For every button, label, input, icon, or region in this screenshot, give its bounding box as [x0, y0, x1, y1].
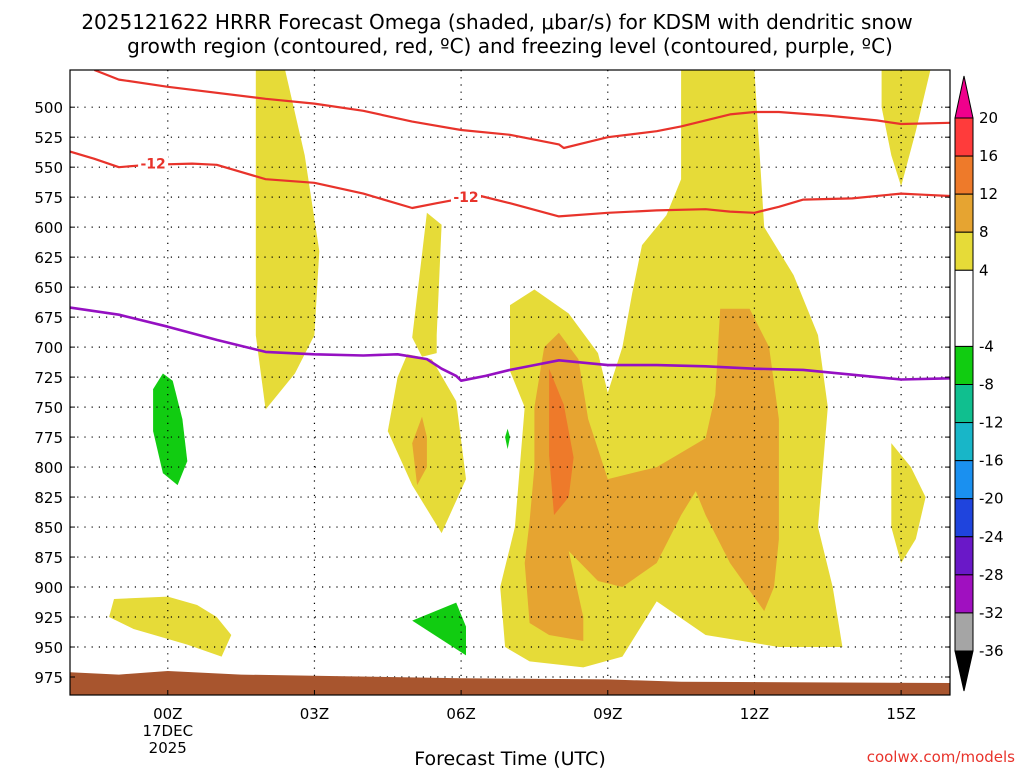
colorbar-band-4: [954, 231, 974, 271]
colorbar-band--8: [954, 345, 974, 385]
y-tick-label-675: 675: [34, 309, 63, 327]
colorbar-top-arrow: [954, 75, 974, 119]
colorbar-band--24: [954, 498, 974, 538]
y-tick-label-650: 650: [34, 279, 63, 297]
colorbar-label-16: 16: [979, 147, 998, 165]
contour-label-bg-0: [138, 154, 169, 172]
colorbar-label-12: 12: [979, 185, 998, 203]
y-tick-label-550: 550: [34, 159, 63, 177]
colorbar-label-4: 4: [979, 261, 989, 279]
omega-8-12-left: [524, 308, 779, 641]
y-tick-label-750: 750: [34, 399, 63, 417]
terrain: [70, 671, 950, 695]
red-contour-lower: [70, 150, 950, 218]
omega-8-12-center-small: [412, 416, 427, 486]
omega-4-8-center-spike: [412, 212, 442, 357]
y-tick-label-500: 500: [34, 99, 63, 117]
y-tick-label-950: 950: [34, 639, 63, 657]
colorbar-band--4: [954, 269, 974, 347]
omega-4-8-right-top: [881, 70, 931, 187]
colorbar-label-8: 8: [979, 223, 989, 241]
red-contour-upper: [93, 70, 950, 150]
colorbar-label--4: -4: [979, 337, 994, 355]
contour-label-1: -12: [453, 190, 478, 206]
y-tick-label-725: 725: [34, 369, 63, 387]
colorbar-band-8: [954, 193, 974, 233]
y-tick-label-600: 600: [34, 219, 63, 237]
terrain-fill: [70, 671, 950, 695]
x-axis-label: Forecast Time (UTC): [414, 748, 605, 768]
colorbar-band--36: [954, 612, 974, 652]
colorbar-label--8: -8: [979, 376, 994, 394]
colorbar-label--20: -20: [979, 490, 1004, 508]
colorbar-label-20: 20: [979, 109, 998, 127]
colorbar-label--36: -36: [979, 642, 1004, 660]
colorbar-band--32: [954, 574, 974, 614]
colorbar-label--24: -24: [979, 528, 1004, 546]
grid-lines: [70, 70, 950, 695]
y-tick-label-825: 825: [34, 489, 63, 507]
x-tick-label-15Z: 15Z: [886, 705, 915, 723]
colorbar-label--16: -16: [979, 452, 1004, 470]
x-tick-label-00Z: 00Z: [153, 705, 182, 723]
y-tick-label-700: 700: [34, 339, 63, 357]
chart-title-line2: growth region (contoured, red, ºC) and f…: [127, 34, 893, 58]
y-tick-label-625: 625: [34, 249, 63, 267]
colorbar-band-12: [954, 155, 974, 195]
x-tick-label-12Z: 12Z: [740, 705, 769, 723]
y-tick-label-800: 800: [34, 459, 63, 477]
omega-4-8-right-low: [891, 443, 926, 563]
omega-4-8-lower-left: [109, 596, 232, 657]
colorbar-band--16: [954, 422, 974, 462]
y-tick-label-575: 575: [34, 189, 63, 207]
omega-4-8-upper-left: [255, 70, 320, 410]
omega-neg4-neg8-center: [412, 602, 466, 656]
purple-freezing-level: [70, 306, 950, 383]
y-tick-label-875: 875: [34, 549, 63, 567]
y-tick-label-925: 925: [34, 609, 63, 627]
omega-neg4-neg8-left: [153, 373, 188, 486]
x-tick-year: 2025: [149, 739, 187, 757]
plot-frame: [69, 69, 951, 696]
x-tick-date: 17DEC: [142, 722, 193, 740]
x-tick-label-09Z: 09Z: [593, 705, 622, 723]
contour-label-0: -12: [140, 157, 165, 173]
colorbar-label--28: -28: [979, 566, 1004, 584]
credit-text: coolwx.com/models: [867, 748, 1015, 766]
y-tick-label-525: 525: [34, 129, 63, 147]
omega-neg4-neg8-speck: [505, 428, 510, 450]
omega-shading: [109, 70, 931, 668]
chart-title-line1: 2025121622 HRRR Forecast Omega (shaded, …: [81, 10, 912, 34]
contour-lines: [70, 70, 950, 383]
omega-12-16-left: [549, 368, 574, 516]
colorbar-band-16: [954, 117, 974, 157]
y-tick-label-850: 850: [34, 519, 63, 537]
y-tick-label-775: 775: [34, 429, 63, 447]
colorbar-label--12: -12: [979, 414, 1004, 432]
y-tick-label-900: 900: [34, 579, 63, 597]
colorbar-band--20: [954, 460, 974, 500]
colorbar-band--12: [954, 384, 974, 424]
colorbar: 20 16 12 8 4 -4 -8 -12 -16 -20 -24 -28 -32 -36: [954, 75, 1004, 692]
contour-label-bg-1: [451, 188, 481, 206]
colorbar-band--28: [954, 536, 974, 576]
x-tick-label-03Z: 03Z: [300, 705, 329, 723]
contour-labels: -12 -12: [138, 154, 481, 206]
y-tick-label-975: 975: [34, 669, 63, 687]
y-axis: 500 525 550 575 600 625 650 675 700 725 750 775 800 8…: [34, 99, 950, 687]
x-tick-label-06Z: 06Z: [446, 705, 475, 723]
colorbar-bottom-arrow: [954, 650, 974, 692]
colorbar-label--32: -32: [979, 604, 1004, 622]
